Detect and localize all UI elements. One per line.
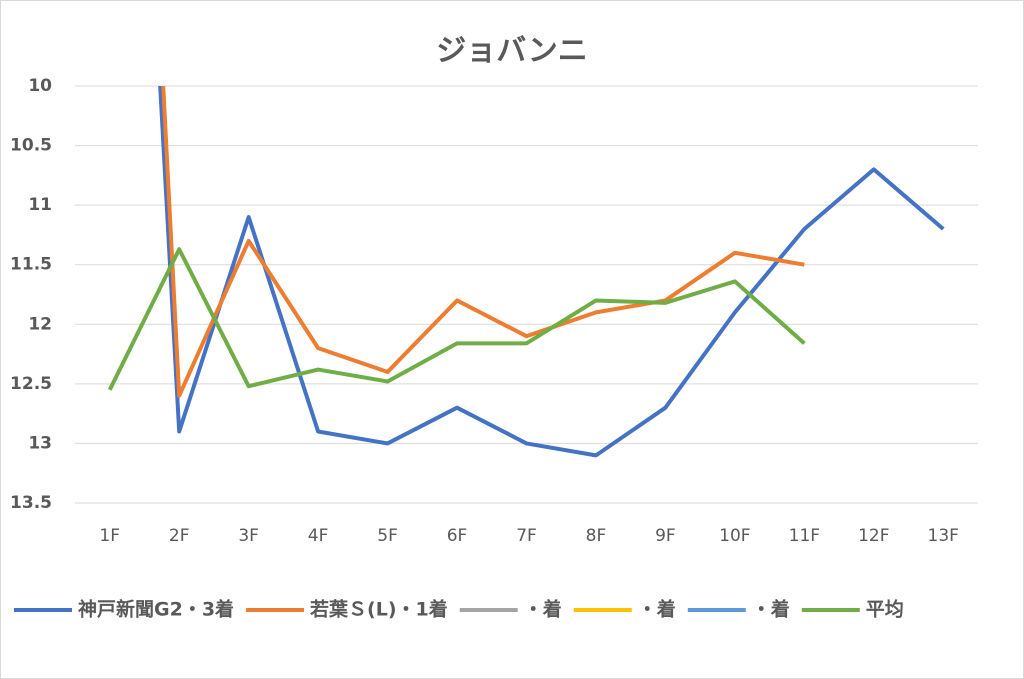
x-tick-label: 4F [308, 526, 329, 546]
x-tick-label: 13F [928, 526, 959, 546]
x-tick-label: 7F [516, 526, 537, 546]
x-tick-label: 5F [377, 526, 398, 546]
legend: 神戸新聞G2・3着 若葉Ｓ(L)・1着 ・着 ・着 ・着 平均 [14, 598, 904, 621]
series-line [161, 86, 805, 398]
legend-label: 平均 [866, 598, 904, 621]
x-tick-label: 6F [447, 526, 468, 546]
y-tick-label: 11 [28, 195, 52, 215]
y-tick-label: 12 [28, 314, 52, 334]
series-line [158, 86, 945, 458]
y-tick-label: 10.5 [10, 136, 52, 156]
legend-label: ・着 [638, 598, 676, 621]
x-tick-label: 3F [238, 526, 259, 546]
y-tick-label: 11.5 [10, 255, 52, 275]
x-tick-label: 11F [789, 526, 820, 546]
x-tick-label: 10F [719, 526, 750, 546]
legend-label: 神戸新聞G2・3着 [78, 598, 234, 621]
series-line [107, 247, 806, 391]
x-tick-label: 1F [99, 526, 120, 546]
chart-title: ジョバンニ [436, 34, 588, 69]
y-tick-label: 10 [28, 76, 52, 96]
x-tick-label: 8F [586, 526, 607, 546]
y-tick-label: 13 [28, 433, 52, 453]
legend-label: 若葉Ｓ(L)・1着 [310, 598, 448, 621]
plot-area [107, 86, 945, 458]
grid: 10 10.5 11 11.5 12 12.5 13 13.5 1F 2F 3F 4F 5F 6F 7F 8F… [10, 76, 978, 546]
legend-label: ・着 [752, 598, 790, 621]
x-tick-label: 2F [169, 526, 190, 546]
x-tick-label: 9F [655, 526, 676, 546]
legend-label: ・着 [524, 598, 562, 621]
x-tick-label: 12F [858, 526, 889, 546]
y-tick-label: 12.5 [10, 374, 52, 394]
y-tick-label: 13.5 [10, 493, 52, 513]
